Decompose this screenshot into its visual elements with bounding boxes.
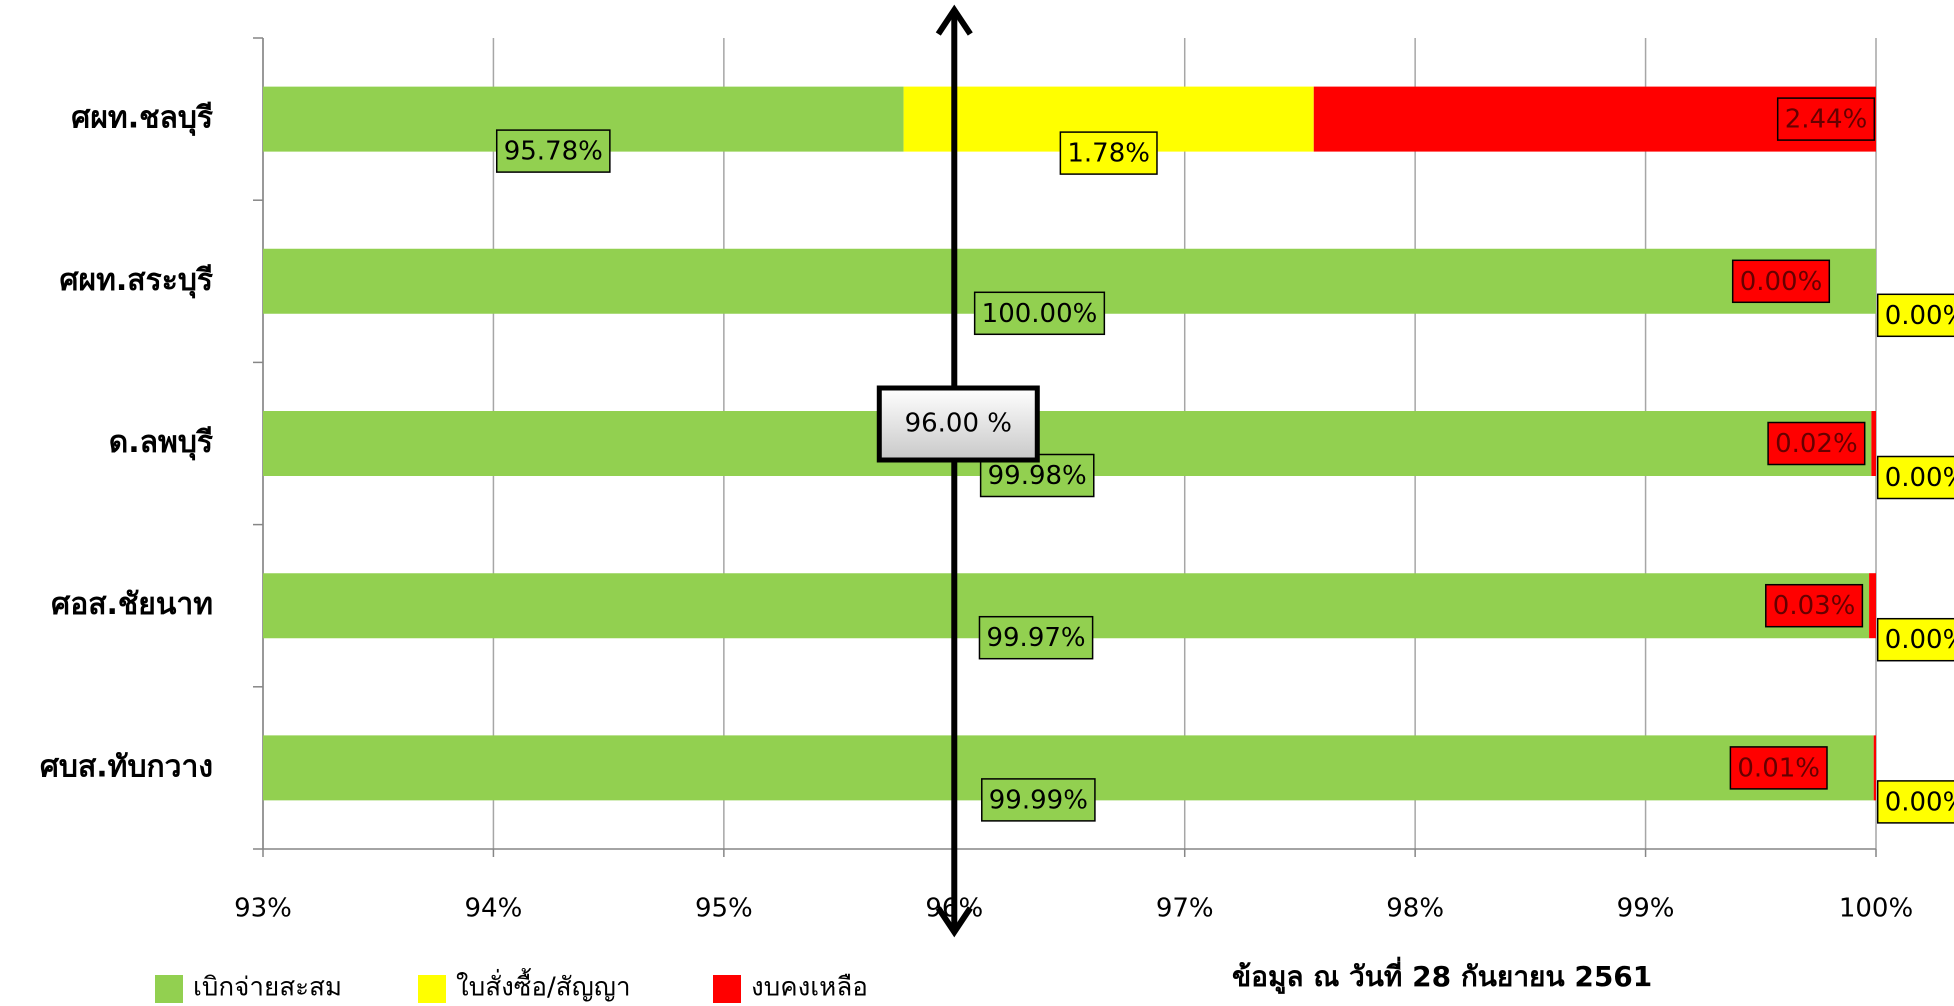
label-box (981, 778, 1096, 822)
category-label: ศผท.ชลบุรี (71, 101, 213, 137)
date-note: ข้อมูล ณ วันที่ 28 กันยายน 2561 (1232, 956, 1652, 994)
reference-box (876, 385, 1040, 463)
labels: ศผท.ชลบุรี 95.78% 1.78% 2.44% ศผท.สระบุรี 100… (40, 97, 1954, 824)
data-label-text: 95.78% (504, 137, 603, 167)
data-label-text: 0.00% (1885, 625, 1954, 655)
data-label: 100.00% (973, 291, 1106, 336)
data-label: 99.98% (979, 453, 1095, 498)
bar-segment (263, 248, 1876, 314)
legend-label: ใบสั่งซื้อ/สัญญา (456, 968, 631, 1003)
reference-label: 96.00 % (905, 409, 1012, 439)
bar-segment (263, 573, 1870, 639)
data-label: 0.00% (1876, 293, 1954, 338)
label-box (1876, 293, 1954, 338)
label-box (1731, 259, 1831, 304)
category-label: ศอส.ชัยนาท (51, 587, 213, 622)
data-label: 0.00% (1876, 617, 1954, 662)
data-label: 1.78% (1059, 131, 1158, 175)
x-tick-label: 100% (1839, 894, 1913, 924)
data-label: 99.99% (981, 778, 1096, 822)
x-tick-label: 99% (1617, 894, 1675, 924)
data-label-text: 99.98% (988, 461, 1087, 491)
label-box (1876, 780, 1954, 824)
data-label: 2.44% (1776, 97, 1876, 141)
label-box (978, 615, 1094, 660)
bars (263, 86, 1876, 801)
label-box (973, 291, 1106, 336)
label-box (1767, 421, 1866, 466)
label-box (1876, 455, 1954, 500)
label-box (1876, 617, 1954, 662)
x-tick-label: 98% (1386, 894, 1444, 924)
data-label-text: 0.01% (1737, 753, 1820, 783)
x-tick-label: 95% (695, 894, 753, 924)
legend-label: งบคงเหลือ (751, 973, 868, 1003)
arrow-head (935, 4, 973, 36)
label-box (1776, 97, 1876, 141)
data-label-text: 0.00% (1885, 787, 1954, 817)
legend-swatch (713, 975, 741, 1003)
data-label: 0.01% (1729, 746, 1828, 790)
data-label-text: 100.00% (982, 299, 1098, 329)
data-label: 0.00% (1876, 455, 1954, 500)
legend-swatch (155, 975, 183, 1003)
data-label: 95.78% (495, 129, 611, 173)
arrow-head (935, 906, 973, 938)
category-label: ศผท.สระบุรี (60, 263, 214, 299)
category-label: ด.ลพบุรี (109, 425, 213, 461)
label-box (495, 129, 611, 173)
data-label-text: 0.00% (1740, 267, 1823, 297)
label-box (1729, 746, 1828, 790)
category-label: ศบส.ทับกวาง (40, 749, 213, 784)
data-label-text: 99.97% (986, 623, 1085, 653)
bar-segment (1871, 411, 1876, 476)
data-label: 0.02% (1767, 421, 1866, 466)
data-label: 0.00% (1731, 259, 1831, 304)
label-box (1059, 131, 1158, 175)
data-label-text: 99.99% (989, 785, 1088, 815)
bar-segment (1869, 573, 1876, 639)
data-label-text: 0.03% (1773, 591, 1856, 621)
label-box (1765, 583, 1864, 628)
data-label: 0.03% (1765, 583, 1864, 628)
data-label: 0.00% (1876, 780, 1954, 824)
data-label-text: 0.00% (1885, 463, 1954, 493)
bar-segment (263, 735, 1874, 801)
x-tick-label: 97% (1156, 894, 1214, 924)
data-label-text: 0.00% (1885, 301, 1954, 331)
legend-label: เบิกจ่ายสะสม (193, 973, 342, 1003)
legend-swatch (418, 975, 446, 1003)
x-tick-label: 93% (234, 894, 292, 924)
x-tick-label: 94% (465, 894, 523, 924)
data-label: 99.97% (978, 615, 1094, 660)
data-label-text: 0.02% (1775, 429, 1858, 459)
data-label-text: 2.44% (1785, 105, 1868, 135)
bar-segment (1873, 735, 1876, 801)
data-label-text: 1.78% (1067, 139, 1150, 169)
